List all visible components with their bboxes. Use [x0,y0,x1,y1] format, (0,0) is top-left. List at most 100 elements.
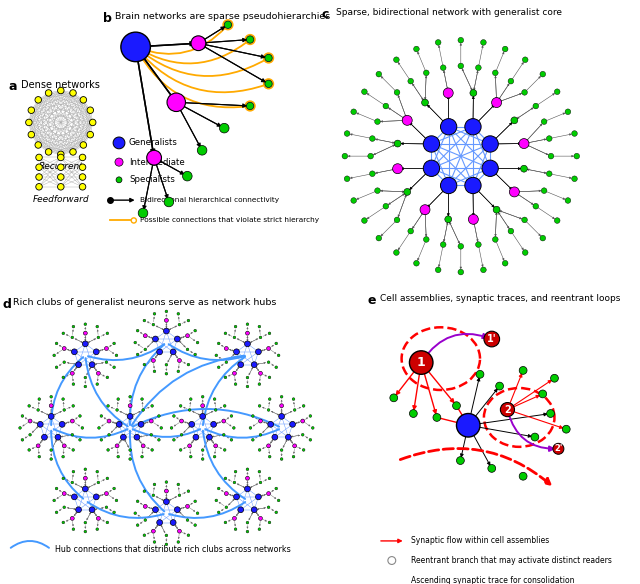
Text: 2: 2 [504,405,511,415]
Circle shape [153,541,156,543]
Circle shape [492,237,498,242]
Circle shape [224,521,227,524]
Circle shape [290,422,296,427]
Circle shape [522,217,527,223]
Text: Recurrent: Recurrent [38,162,83,171]
Circle shape [268,332,271,335]
Circle shape [84,323,86,325]
Circle shape [522,89,527,95]
Circle shape [108,433,110,436]
Circle shape [143,490,146,492]
Circle shape [105,506,108,509]
Circle shape [278,413,285,419]
Circle shape [252,439,254,441]
Circle shape [285,434,291,440]
Circle shape [96,470,99,473]
Circle shape [180,433,183,436]
Circle shape [28,131,35,138]
Circle shape [157,520,163,526]
Circle shape [38,456,41,458]
Circle shape [224,477,227,480]
Circle shape [468,214,478,224]
Circle shape [72,528,75,531]
Circle shape [554,89,560,95]
Circle shape [292,456,295,458]
Circle shape [113,366,115,369]
Circle shape [368,154,374,159]
Circle shape [259,419,262,423]
Circle shape [138,208,148,218]
Circle shape [207,434,212,440]
Circle shape [225,506,228,509]
Circle shape [165,373,168,375]
Circle shape [218,342,220,345]
Circle shape [522,57,528,62]
Circle shape [230,439,233,441]
Circle shape [28,405,31,407]
Circle shape [72,449,75,451]
Circle shape [423,160,440,176]
Circle shape [508,228,514,234]
Circle shape [351,109,356,114]
Circle shape [35,142,42,148]
Circle shape [482,136,499,152]
Circle shape [193,434,199,440]
Circle shape [72,470,75,473]
Circle shape [264,79,273,89]
Circle shape [83,486,88,492]
Circle shape [93,349,99,354]
Circle shape [246,530,249,533]
Circle shape [244,486,250,492]
Circle shape [541,188,547,193]
Circle shape [403,116,412,126]
Circle shape [189,398,192,401]
Text: c: c [322,8,329,22]
Circle shape [129,395,131,398]
Circle shape [116,409,118,411]
Circle shape [268,398,271,401]
Circle shape [98,426,100,429]
Circle shape [129,458,131,460]
Circle shape [186,505,189,508]
Circle shape [153,483,156,486]
Circle shape [136,329,139,332]
Circle shape [58,87,64,94]
Circle shape [223,405,226,407]
Circle shape [55,511,58,514]
Circle shape [440,178,457,194]
Circle shape [220,123,229,133]
Circle shape [38,398,41,401]
Circle shape [189,456,192,458]
Circle shape [280,404,284,408]
Circle shape [28,449,31,451]
Circle shape [413,260,419,266]
Circle shape [144,519,147,522]
Circle shape [72,494,77,500]
Circle shape [492,70,498,76]
Circle shape [71,433,74,436]
Circle shape [511,117,518,124]
Circle shape [249,426,252,429]
Circle shape [458,63,463,69]
Circle shape [45,149,52,155]
Circle shape [272,434,278,440]
Circle shape [202,395,204,398]
Circle shape [351,197,356,203]
Circle shape [259,433,262,436]
Circle shape [115,444,119,448]
Circle shape [258,470,260,473]
Circle shape [97,336,100,339]
Text: Specialists: Specialists [129,175,175,185]
Circle shape [246,331,250,335]
Circle shape [225,492,228,496]
Text: Possible connections that violate strict hierarchy: Possible connections that violate strict… [140,217,319,224]
Circle shape [376,235,381,241]
Circle shape [424,237,429,242]
Circle shape [470,89,477,96]
Circle shape [547,135,552,141]
Circle shape [141,456,143,458]
Circle shape [89,507,95,513]
Circle shape [200,413,205,419]
Circle shape [232,426,235,429]
Circle shape [376,71,381,77]
